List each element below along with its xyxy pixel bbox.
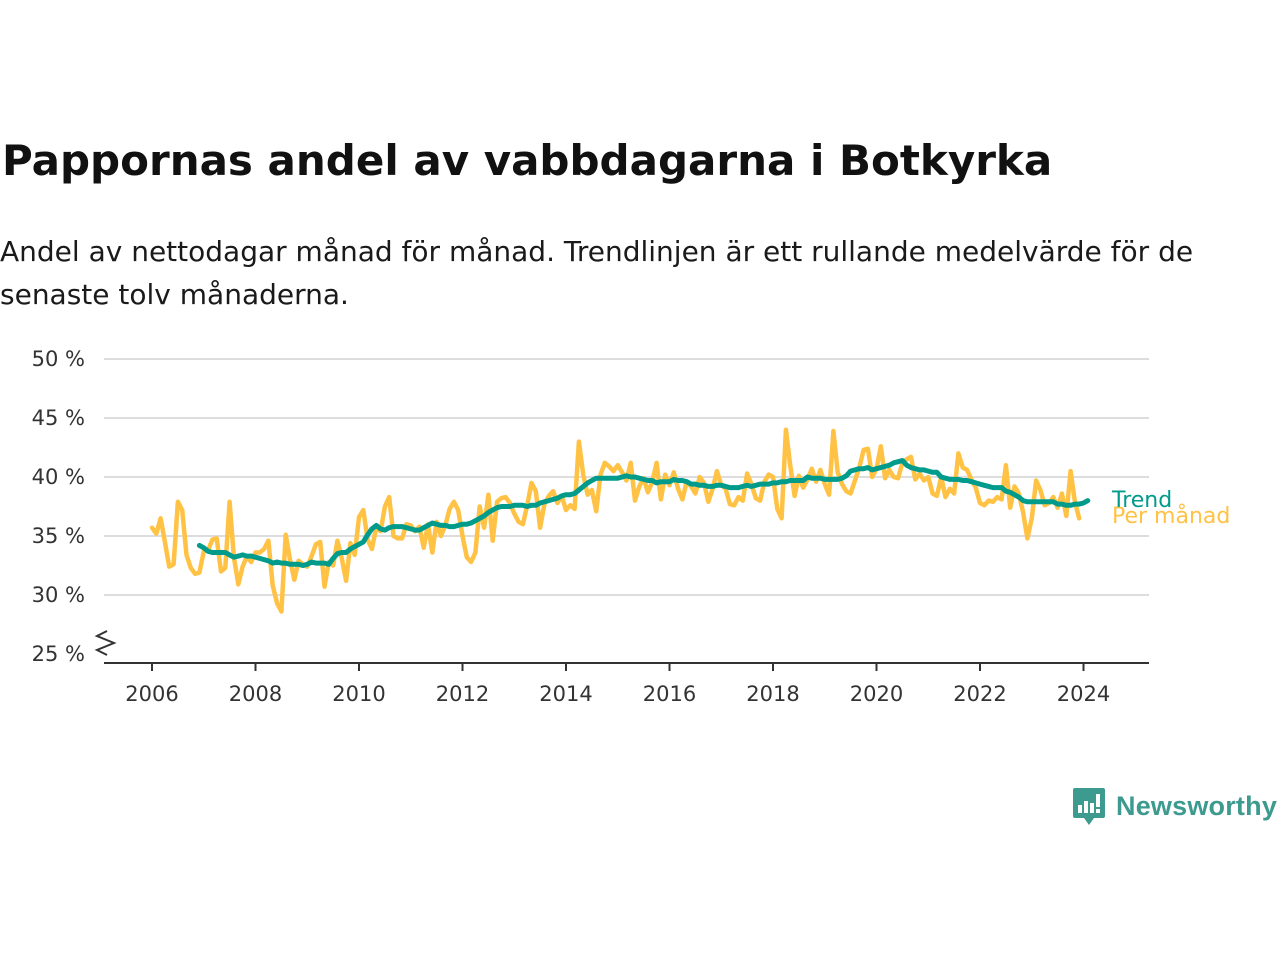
newsworthy-logo: Newsworthy	[1072, 786, 1277, 826]
x-tick-label: 2014	[539, 682, 592, 706]
x-tick-label: 2008	[229, 682, 282, 706]
series-label-per-manad: Per månad	[1112, 503, 1230, 529]
x-tick-label: 2012	[436, 682, 489, 706]
axis-break-icon	[94, 630, 117, 656]
x-tick-label: 2016	[643, 682, 696, 706]
x-tick-label: 2020	[850, 682, 903, 706]
x-tick-label: 2024	[1057, 682, 1110, 706]
y-tick-label: 35 %	[32, 524, 85, 548]
x-tick-label: 2010	[332, 682, 385, 706]
series-label-trend: Trend	[1111, 488, 1172, 513]
y-tick-label: 30 %	[32, 583, 85, 607]
y-tick-label: 45 %	[32, 406, 85, 430]
chart-title: Pappornas andel av vabbdagarna i Botkyrk…	[2, 136, 1053, 185]
axes: 25 % 30 % 35 % 40 % 45 % 50 % 2006 2008 2010 2012…	[32, 347, 1149, 706]
series-line-per-manad	[149, 427, 1082, 614]
series-line-trend	[196, 458, 1091, 568]
line-chart: 25 % 30 % 35 % 40 % 45 % 50 % 2006 2008 2010 2012…	[32, 347, 1231, 706]
y-tick-label: 25 %	[32, 642, 85, 666]
brand-name: Newsworthy	[1116, 790, 1278, 821]
series-lines	[149, 427, 1091, 614]
y-tick-label: 40 %	[32, 465, 85, 489]
newsworthy-logo-icon	[1073, 788, 1105, 825]
chart-subtitle: Andel av nettodagar månad för månad. Tre…	[0, 235, 1194, 311]
y-tick-label: 50 %	[32, 347, 85, 371]
x-tick-label: 2022	[953, 682, 1006, 706]
x-tick-label: 2018	[746, 682, 799, 706]
x-tick-label: 2006	[125, 682, 178, 706]
